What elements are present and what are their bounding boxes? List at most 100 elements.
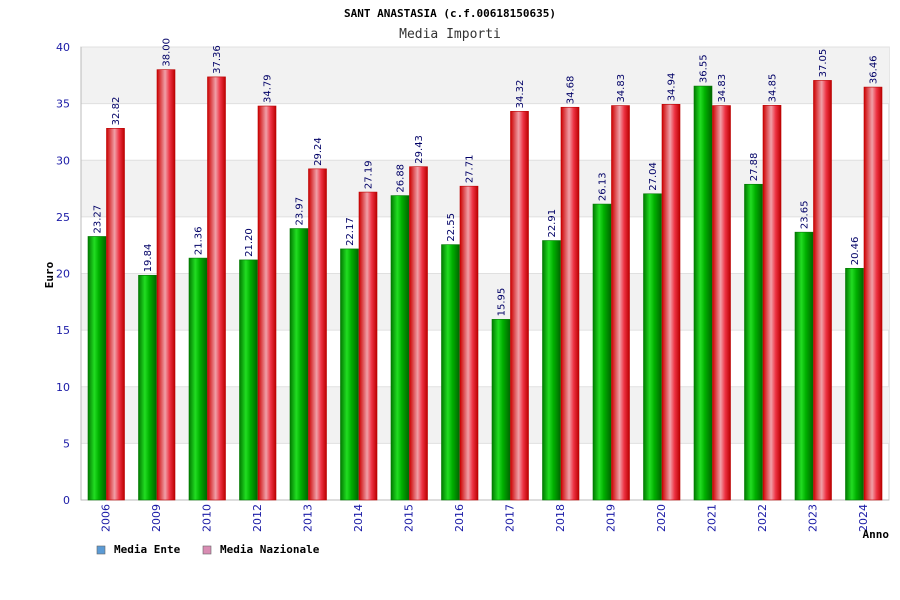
chart-title: SANT ANASTASIA (c.f.00618150635) [344,7,556,20]
bar-media-ente-2010 [188,257,208,501]
value-label: 32.82 [111,97,122,126]
bar-media-ente-2014 [340,248,359,501]
value-label: 34.68 [566,76,577,105]
value-label: 22.91 [547,209,558,238]
bar-media-ente-2023 [794,231,814,501]
value-label: 26.88 [396,164,407,193]
x-tick-label: 2013 [302,504,315,532]
value-label: 34.83 [616,74,627,103]
x-tick-label: 2017 [504,504,517,532]
value-label: 37.36 [212,45,223,74]
x-tick-label: 2024 [857,504,870,532]
y-tick-label: 0 [63,494,70,507]
value-label: 34.85 [768,74,779,103]
x-tick-label: 2012 [251,504,264,532]
x-tick-label: 2020 [655,504,668,532]
value-label: 21.20 [244,228,255,257]
value-label: 26.13 [598,172,609,201]
bar-media-nazionale-2009 [156,69,176,501]
y-axis-label: Euro [43,261,56,288]
value-label: 22.17 [345,217,356,246]
bar-media-nazionale-2019 [611,105,630,501]
bar-media-nazionale-2022 [762,105,782,501]
bar-media-ente-2024 [845,267,864,501]
value-label: 23.27 [93,205,104,234]
x-tick-label: 2018 [554,504,567,532]
legend-label: Media Ente [114,543,181,556]
value-label: 22.55 [446,213,457,242]
value-label: 34.32 [515,80,526,109]
bar-media-nazionale-2006 [106,128,125,501]
bar-media-ente-2012 [239,259,258,501]
y-tick-label: 20 [56,268,70,281]
x-tick-label: 2010 [201,504,214,532]
x-tick-label: 2022 [756,504,769,532]
value-label: 23.97 [295,197,306,226]
x-tick-label: 2023 [807,504,820,532]
bar-media-nazionale-2014 [358,191,378,501]
y-axis-ticks: 0 5 10 15 20 25 30 35 40 [56,41,70,507]
x-axis-ticks: 2006 2009 2010 2012 2013 2014 2015 2016 2017 2018… [100,504,871,532]
value-label: 27.19 [364,160,375,189]
bar-media-nazionale-2024 [863,86,883,501]
y-tick-label: 15 [56,324,70,337]
value-label: 27.04 [648,162,659,191]
bar-media-nazionale-2016 [459,185,479,501]
value-label: 38.00 [162,38,173,67]
x-tick-label: 2021 [706,504,719,532]
value-label: 27.71 [465,155,476,184]
x-tick-label: 2015 [403,504,416,532]
bar-media-ente-2018 [542,240,561,501]
value-label: 15.95 [497,288,508,317]
bar-media-ente-2013 [289,228,309,501]
x-tick-label: 2019 [605,504,618,532]
value-labels: 23.27 32.82 19.84 38.00 21.36 37.36 21.20 34.79… [93,38,880,316]
y-tick-label: 25 [56,211,70,224]
value-label: 34.94 [667,73,678,102]
value-label: 34.83 [717,74,728,103]
legend-label: Media Nazionale [220,543,320,556]
bar-media-ente-2020 [643,193,662,501]
bar-media-nazionale-2017 [510,111,529,501]
legend-swatch [202,545,212,555]
value-label: 23.65 [800,201,811,230]
chart-subtitle: Media Importi [399,27,501,42]
bar-media-nazionale-2020 [661,104,681,501]
value-label: 36.46 [869,55,880,84]
value-label: 36.55 [699,54,710,83]
y-tick-label: 5 [63,437,70,450]
x-tick-label: 2014 [352,504,365,532]
bar-media-nazionale-2021 [712,105,731,501]
y-tick-label: 10 [56,381,70,394]
bar-media-nazionale-2018 [560,106,580,501]
value-label: 34.79 [263,74,274,103]
bar-media-nazionale-2013 [308,168,327,501]
bar-media-ente-2019 [592,203,612,501]
bar-media-ente-2015 [390,195,410,501]
y-tick-label: 40 [56,41,70,54]
legend-swatch [96,545,106,555]
bar-media-nazionale-2015 [409,166,428,501]
y-tick-label: 35 [56,98,70,111]
bar-media-ente-2022 [744,183,763,501]
value-label: 29.43 [414,135,425,164]
value-label: 21.36 [194,226,205,255]
bar-media-nazionale-2023 [813,80,832,501]
bar-media-nazionale-2012 [257,105,277,501]
bar-media-ente-2006 [87,236,107,501]
x-tick-label: 2009 [150,504,163,532]
bar-media-ente-2009 [138,275,157,501]
x-tick-label: 2006 [100,504,113,532]
bar-media-nazionale-2010 [207,76,226,501]
value-label: 37.05 [818,49,829,78]
value-label: 20.46 [850,237,861,266]
x-tick-label: 2016 [453,504,466,532]
bar-media-ente-2016 [441,244,460,501]
value-label: 29.24 [313,137,324,166]
y-tick-label: 30 [56,154,70,167]
bar-media-ente-2021 [693,85,713,501]
value-label: 19.84 [143,244,154,273]
bar-media-ente-2017 [491,319,511,501]
legend: Media Ente Media Nazionale [96,543,320,556]
